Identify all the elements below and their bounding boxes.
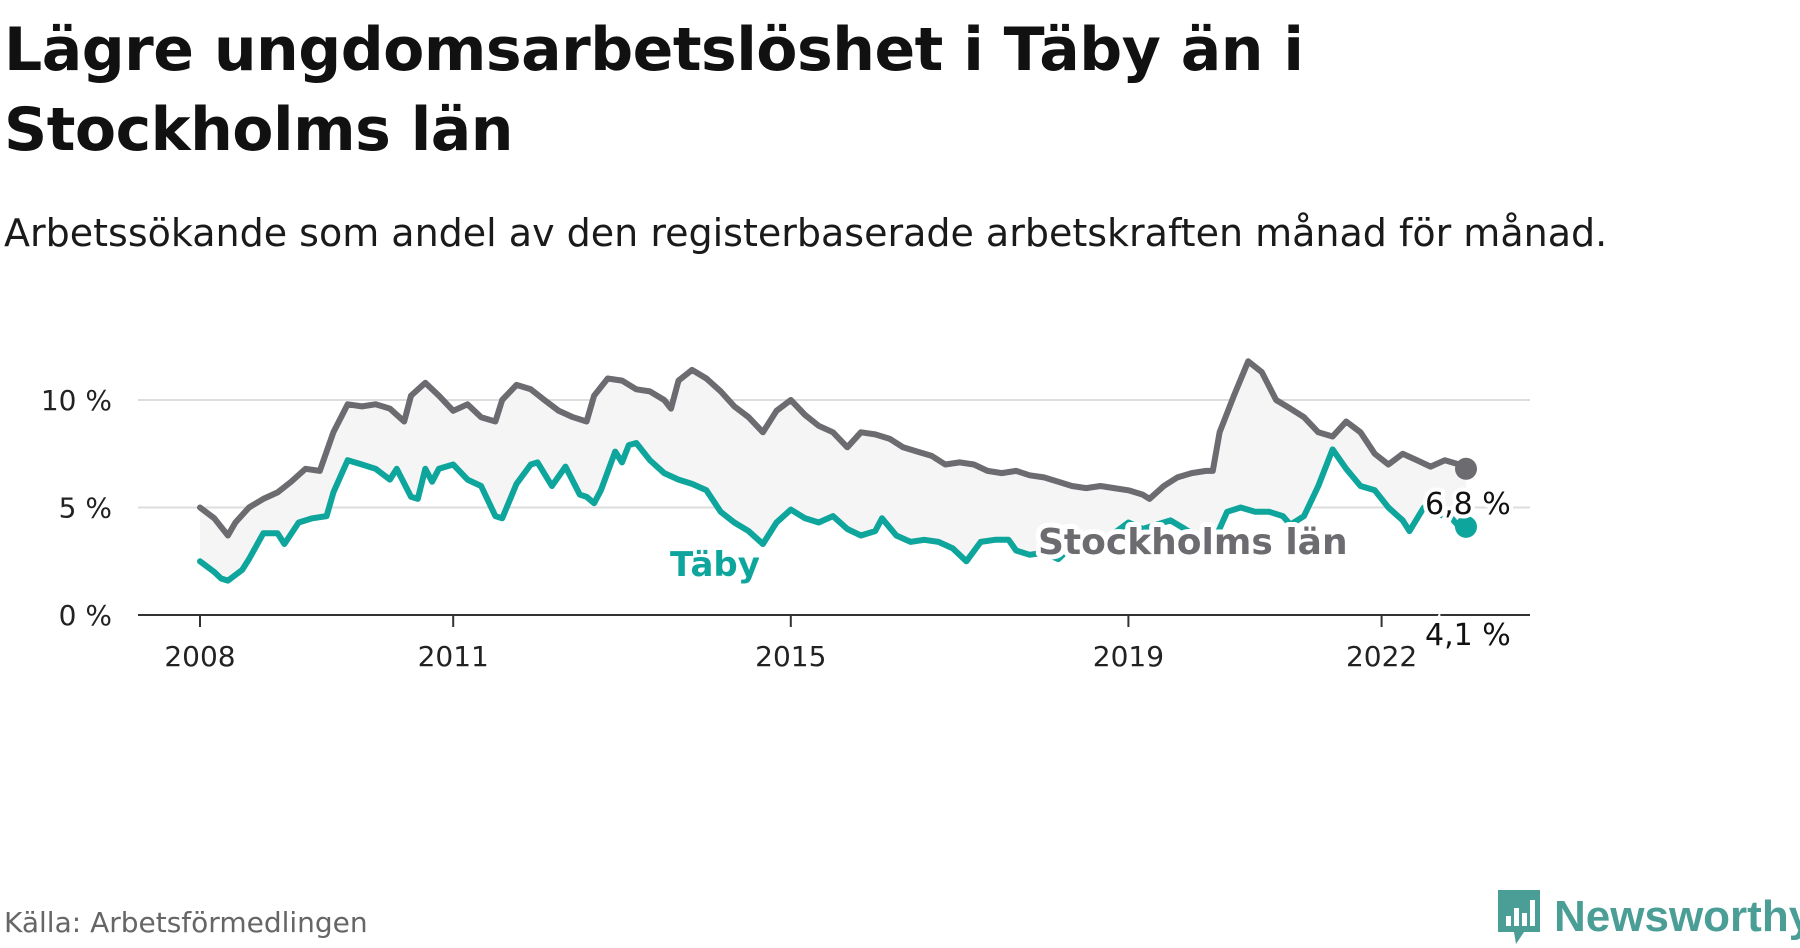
y-tick-label: 0 % [59,599,112,632]
x-tick-label: 2019 [1093,640,1164,673]
series-lines [197,358,1477,584]
chart-subtitle: Arbetssökande som andel av den registerb… [4,211,1608,255]
series-label-stockholms-lan: Stockholms län [1038,522,1348,563]
brand-name: Newsworthy [1554,892,1800,941]
newsworthy-logo-icon [1498,890,1540,944]
x-tick-label: 2011 [418,640,489,673]
chart-title: Lägre ungdomsarbetslöshet i Täby än i St… [4,15,1304,165]
brand-logo[interactable]: Newsworthy [1494,888,1800,946]
series-label-taby: Täby [670,545,760,585]
end-point-taby [1455,515,1477,538]
end-label-stockholms-lan: 6,8 % [1425,487,1511,522]
series-line-stockholms-lan [197,358,1469,539]
x-tick-label: 2015 [755,640,826,673]
end-point-stockholms-lan [1455,457,1477,480]
end-label-taby: 4,1 % [1425,618,1511,653]
series-line-taby [197,440,1469,584]
x-tick-label: 2022 [1346,640,1417,673]
y-tick-label: 5 % [59,492,112,525]
source-note: Källa: Arbetsförmedlingen [4,906,368,939]
x-tick-label: 2008 [164,640,235,673]
y-tick-label: 10 % [41,384,112,417]
chart-labels: Stockholms län Täby 6,8 % 4,1 % [665,483,1515,657]
x-axis: 2008 2011 2015 2019 2022 [138,614,1530,673]
